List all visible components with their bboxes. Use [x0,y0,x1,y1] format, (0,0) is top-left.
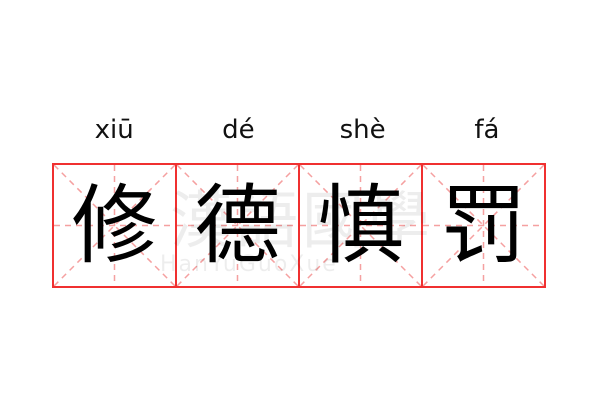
pinyin: dé [222,115,255,145]
guide-lines [177,165,298,286]
hanzi: 德 [194,175,281,276]
pinyin: xiū [94,115,134,145]
character-cell: 德 [175,163,300,288]
character-cell: 修 [52,163,177,288]
character-grid: 修 德 慎 罚 [52,163,546,288]
pinyin: fá [474,115,500,145]
character-cell: 罚 [421,163,546,288]
hanzi: 慎 [317,175,404,276]
guide-lines [300,165,421,286]
character-cell: 慎 [298,163,423,288]
pinyin: shè [339,115,386,145]
pinyin-row: xiū dé shè fá [52,110,549,150]
guide-lines [423,165,544,286]
hanzi: 罚 [440,175,527,276]
guide-lines [54,165,175,286]
hanzi: 修 [71,175,158,276]
